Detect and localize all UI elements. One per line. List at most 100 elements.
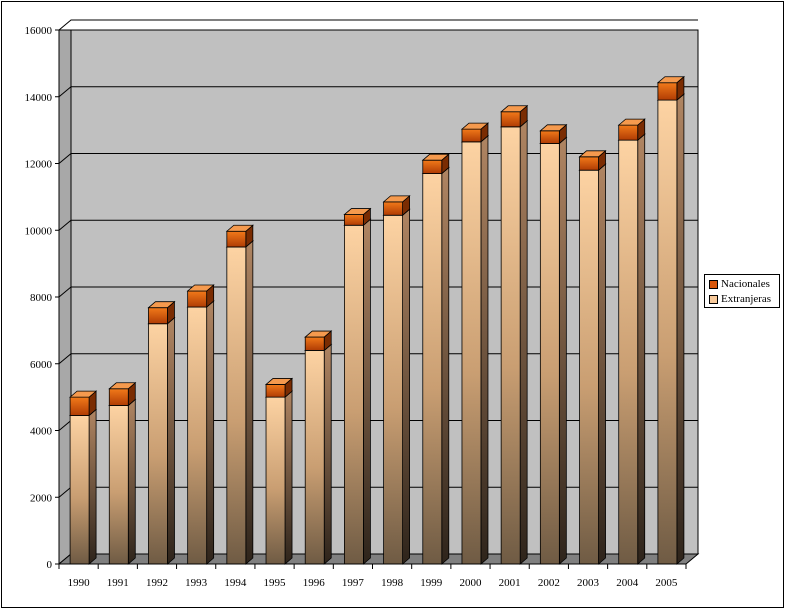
x-tick-label: 1991 [107,577,129,589]
bar-nacionales-top [578,150,607,158]
bar-extranjeras-side [245,240,254,565]
bar-extranjeras [343,218,372,565]
bar-nacionales-front [500,111,521,128]
x-tick-label: 2000 [459,577,482,589]
bar-nacionales-top [382,195,411,203]
bar-nacionales [108,381,137,407]
bar-extranjeras-side [480,134,489,565]
bar-extranjeras [69,408,98,565]
bar-nacionales [656,75,685,101]
bar-extranjeras-side [441,166,450,565]
bar-nacionales [617,118,646,142]
bar-nacionales-top [69,390,98,398]
bar-nacionales-front [148,307,168,325]
y-tick-label: 10000 [25,225,53,237]
bar-nacionales-front [187,290,208,308]
legend-item-extranjeras: Extranjeras [709,292,771,306]
bar-nacionales [343,207,372,227]
x-tick-label: 1996 [303,577,326,589]
bar-nacionales-front [422,159,443,174]
x-tick-label: 1992 [146,577,168,589]
bar-extranjeras-side [323,343,332,565]
bar-extranjeras [304,343,333,565]
bar-nacionales-top [539,124,568,132]
bar-extranjeras [421,166,450,565]
bar-extranjeras [382,208,411,565]
bar-nacionales-front [344,214,364,226]
bar-nacionales [382,195,411,217]
bar-nacionales [460,122,490,143]
y-tick-label: 12000 [25,159,53,171]
bar-nacionales-top [304,330,333,338]
bar-extranjeras [108,398,137,565]
bar-extranjeras-front [187,306,208,565]
bar-extranjeras [264,390,294,565]
bar-nacionales-front [579,156,599,171]
legend: Nacionales Extranjeras [704,274,780,308]
bar-extranjeras-front [539,143,560,565]
bar-extranjeras-front [226,246,247,565]
bar-extranjeras [460,134,490,565]
bar-nacionales-top [225,224,254,232]
gridline [58,153,698,164]
y-tick-label: 16000 [25,25,53,37]
x-tick-label: 1993 [185,577,208,589]
bar-extranjeras-front [304,349,325,565]
bar-nacionales [264,377,294,398]
gridline [58,286,698,298]
x-tick-label: 1990 [68,577,91,589]
bar-extranjeras [617,133,646,565]
gridline [58,219,698,231]
y-tick-label: 8000 [30,292,53,304]
bar-extranjeras-side [167,316,175,565]
x-tick-label: 1999 [420,577,443,589]
bar-extranjeras-side [284,390,293,565]
bar-extranjeras-front [383,214,403,565]
bar-nacionales-top [186,284,215,292]
bar-extranjeras [147,316,176,565]
bar-extranjeras-front [69,415,90,565]
bar-nacionales-front [265,384,286,398]
bar-nacionales-top [343,208,372,215]
legend-swatch-nacionales [709,279,718,289]
bar-extranjeras-side [519,119,528,565]
bar-extranjeras [500,119,529,565]
bar-extranjeras [539,136,568,565]
bar-nacionales-front [69,396,90,416]
bar-extranjeras-front [422,173,443,565]
x-tick-label: 2002 [538,577,560,589]
gridline [58,86,698,98]
bar-extranjeras-side [558,136,567,565]
bar-extranjeras-front [618,139,639,565]
bar-nacionales [147,300,176,325]
bar-extranjeras-front [108,405,129,565]
bar-nacionales-front [539,130,560,144]
bar-nacionales-top [108,382,137,390]
bar-extranjeras-side [402,208,410,565]
bar-nacionales-top [264,378,294,385]
bar-nacionales-front [461,128,482,143]
x-tick-label: 2003 [577,577,600,589]
bar-extranjeras-side [598,163,606,565]
bar-extranjeras [225,240,254,565]
bar-extranjeras [186,300,215,565]
bar-nacionales-front [657,82,678,101]
x-tick-label: 1997 [342,577,365,589]
axis-layer: 0 2000 4000 6000 8000 10000 12000 14000 16000 199… [25,25,687,589]
bar-nacionales-top [656,76,685,84]
y-tick-label: 14000 [25,92,53,104]
bar-nacionales-front [304,336,325,351]
bar-extranjeras-front [461,141,482,565]
bar-nacionales [304,330,333,352]
bar-extranjeras-side [637,133,646,565]
bar-extranjeras-front [148,323,168,565]
legend-item-nacionales: Nacionales [709,277,770,291]
bar-nacionales [421,153,450,175]
legend-swatch-extranjeras [709,294,718,304]
bar-nacionales-front [618,124,639,141]
bar-nacionales-top [421,153,450,161]
y-tick-label: 2000 [30,492,53,504]
bar-extranjeras-side [88,408,97,565]
bar-nacionales-front [226,230,247,248]
